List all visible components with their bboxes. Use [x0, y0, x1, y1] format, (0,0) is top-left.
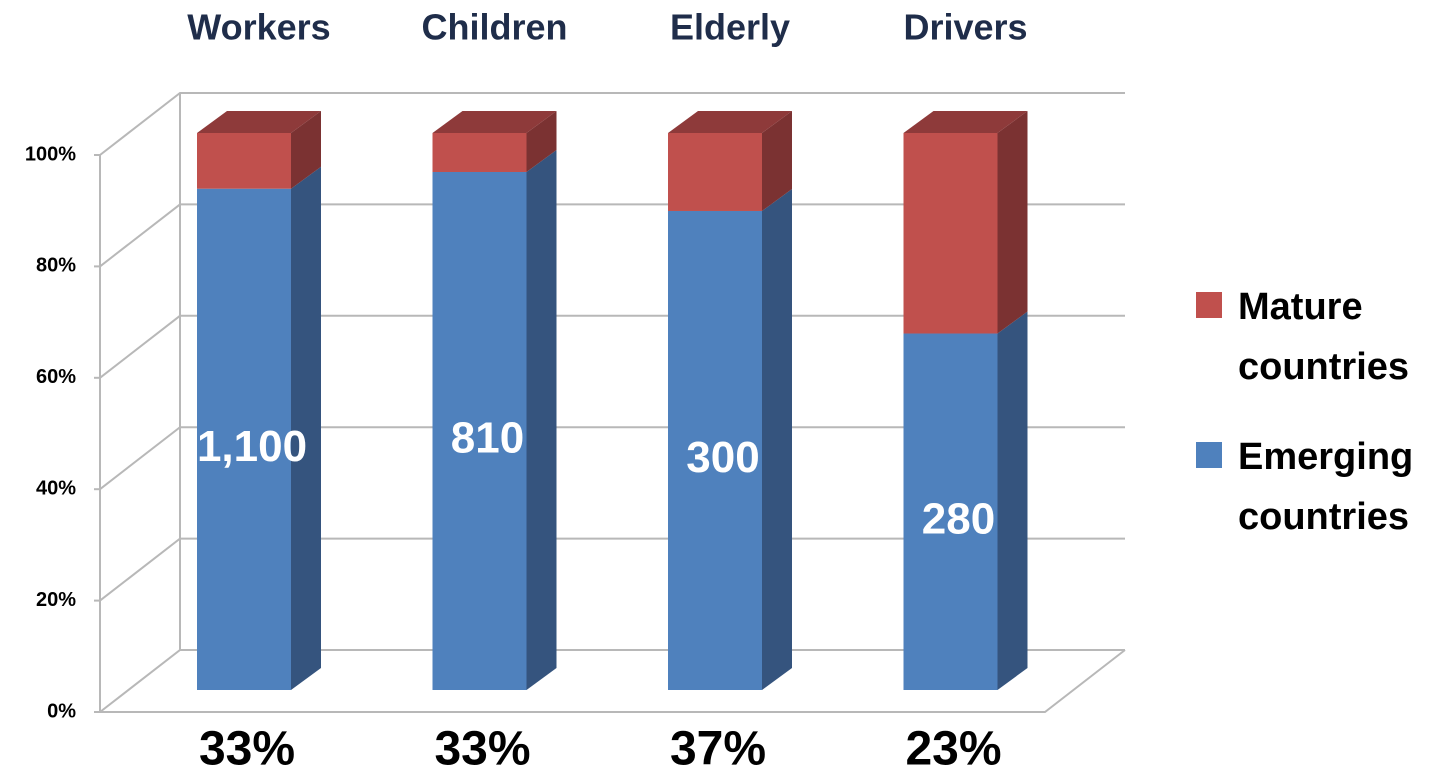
- bar-side: [997, 311, 1028, 690]
- category-label: Children: [421, 7, 567, 48]
- bar-side: [526, 149, 557, 691]
- bar-side: [997, 111, 1028, 334]
- grid-line: [99, 314, 1125, 379]
- bar-top: [903, 111, 1028, 133]
- category-label: Elderly: [670, 7, 790, 48]
- bar-side: [526, 111, 557, 172]
- bar: [432, 133, 527, 172]
- legend-label: Mature countries: [1238, 286, 1410, 388]
- grid-line: [99, 203, 1125, 268]
- y-tick-label: 20%: [36, 589, 76, 611]
- bar: [903, 133, 998, 334]
- bottom-label: 37%: [670, 723, 766, 776]
- bar-side: [291, 111, 321, 189]
- data-label: 810: [451, 414, 524, 463]
- y-tick-label: 0%: [47, 700, 76, 722]
- y-tick-label: 80%: [36, 255, 76, 277]
- legend-item: Mature countries: [1196, 277, 1430, 397]
- bottom-label: 33%: [434, 723, 530, 776]
- bar: [668, 210, 762, 691]
- y-tick-label: 60%: [36, 366, 76, 388]
- data-label: 1,100: [197, 422, 307, 471]
- data-label: 280: [922, 494, 995, 543]
- grid-line: [99, 92, 1125, 156]
- bottom-label: 33%: [199, 723, 295, 776]
- legend-label: Emerging countries: [1238, 436, 1414, 538]
- y-tick-label: 40%: [36, 477, 76, 499]
- bar: [432, 171, 527, 691]
- legend-item: Emerging countries: [1196, 427, 1430, 547]
- category-label: Drivers: [903, 7, 1027, 48]
- category-label: Workers: [187, 7, 330, 48]
- bar: [197, 133, 291, 189]
- y-tick-label: 100%: [25, 143, 76, 165]
- bar: [903, 333, 998, 690]
- floor-edge: [100, 649, 1126, 713]
- bar: [668, 133, 762, 211]
- grid-line: [99, 426, 1125, 490]
- bar-top: [668, 111, 792, 133]
- legend-swatch: [1196, 292, 1222, 318]
- bar-side: [762, 188, 792, 691]
- bar-side: [762, 111, 792, 211]
- grid-line: [99, 537, 1125, 602]
- bar-side: [291, 166, 321, 690]
- bar-top: [197, 111, 321, 133]
- grid-line: [99, 649, 1125, 713]
- legend-swatch: [1196, 442, 1222, 468]
- data-label: 300: [686, 433, 759, 482]
- bar-top: [432, 111, 557, 133]
- bottom-label: 23%: [905, 723, 1001, 776]
- bar: [197, 188, 291, 690]
